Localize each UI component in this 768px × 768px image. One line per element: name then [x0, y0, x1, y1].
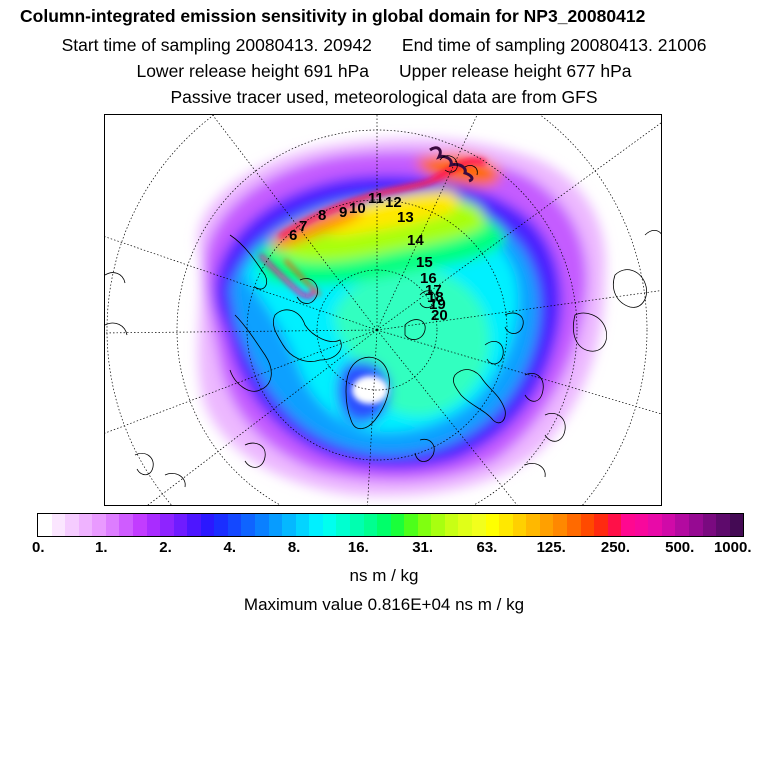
colorbar-tick-label: 1.	[95, 539, 108, 556]
colorbar-tick-label: 31.	[412, 539, 434, 556]
colorbar-cell	[702, 514, 717, 536]
colorbar-cell	[38, 514, 52, 536]
colorbar-cell	[634, 514, 649, 536]
colorbar-cell	[716, 514, 730, 536]
colorbar-cell	[661, 514, 676, 536]
track-label: 17	[425, 282, 442, 299]
units-label: ns m / kg	[349, 566, 419, 585]
sampling-times: Start time of sampling 20080413. 20942 En…	[0, 35, 768, 56]
track-label: 10	[349, 200, 366, 217]
colorbar-cell	[119, 514, 133, 536]
colorbar-cell	[173, 514, 188, 536]
colorbar-cell	[512, 514, 527, 536]
colorbar-tick-label: 2.	[159, 539, 172, 556]
colorbar-tick-label: 8.	[287, 539, 301, 556]
track-label: 11	[368, 190, 384, 207]
release-heights: Lower release height 691 hPa Upper releas…	[0, 61, 768, 82]
colorbar-tick-label: 1000.	[713, 539, 752, 556]
colorbar-cell	[349, 514, 364, 536]
track-label: 16	[420, 270, 437, 287]
colorbar-cell	[200, 514, 215, 536]
lower-release-label: Lower release height 691 hPa	[136, 61, 369, 81]
colorbar-cell	[675, 514, 689, 536]
colorbar-cell	[417, 514, 432, 536]
colorbar-cell	[309, 514, 323, 536]
colorbar-tick-label: 500.	[665, 539, 695, 556]
colorbar-cell	[444, 514, 459, 536]
colorbar-cell	[51, 514, 66, 536]
end-time-label: End time of sampling 20080413. 21006	[401, 35, 707, 55]
colorbar-cell	[336, 514, 350, 536]
track-label: 6	[289, 227, 297, 244]
colorbar-cell	[729, 514, 744, 536]
colorbar-cell	[607, 514, 622, 536]
colorbar-cell	[160, 514, 174, 536]
colorbar-tick-label: 0.	[31, 539, 45, 556]
max-value-text: Maximum value 0.816E+04 ns m / kg	[243, 595, 525, 614]
colorbar-cell	[526, 514, 540, 536]
colorbar-cell	[78, 514, 93, 536]
colorbar-cell	[499, 514, 513, 536]
colorbar-cell	[404, 514, 418, 536]
track-label: 19	[429, 296, 446, 313]
colorbar-tick-label: 16.	[347, 539, 369, 556]
colorbar-cell	[621, 514, 635, 536]
colorbar-cell	[132, 514, 147, 536]
colorbar-cell	[566, 514, 581, 536]
start-time-label: Start time of sampling 20080413. 20942	[61, 35, 372, 55]
track-label: 14	[407, 232, 424, 249]
colorbar-cell	[255, 514, 269, 536]
colorbar-tick-label: 250.	[600, 539, 631, 556]
track-label: 7	[299, 218, 307, 235]
colorbar-cell	[187, 514, 201, 536]
track-label: 8	[318, 207, 326, 224]
colorbar-cell	[92, 514, 106, 536]
upper-release-label: Upper release height 677 hPa	[399, 61, 632, 81]
colorbar-cell	[241, 514, 255, 536]
track-label: 12	[385, 194, 402, 211]
track-label: 20	[431, 307, 448, 324]
colorbar-cell	[295, 514, 310, 536]
track-label: 18	[427, 289, 444, 306]
colorbar-tick-label: 63.	[476, 539, 498, 556]
colorbar-cell	[282, 514, 296, 536]
colorbar-cell	[105, 514, 120, 536]
colorbar-cell	[472, 514, 486, 536]
colorbar-cell	[553, 514, 567, 536]
colorbar-cell	[214, 514, 228, 536]
colorbar-cell	[539, 514, 554, 536]
map-panel: 6 7 8 9 10 11 12 13 14 15 16 17 18 19 20	[104, 114, 662, 506]
track-label: 13	[397, 209, 414, 226]
figure-title: Column-integrated emission sensitivity i…	[20, 6, 646, 26]
coastlines	[105, 155, 661, 488]
track-label: 9	[339, 204, 347, 221]
colorbar-cell	[268, 514, 283, 536]
colorbar-tick-label: 125.	[536, 539, 566, 556]
colorbar-cell	[580, 514, 595, 536]
max-value-label: Maximum value 0.816E+04 ns m / kg	[0, 595, 768, 615]
colorbar-cell	[458, 514, 472, 536]
sensitivity-field	[197, 138, 606, 496]
colorbar-cell	[322, 514, 337, 536]
colorbar-cell	[648, 514, 662, 536]
colorbar-cell	[65, 514, 79, 536]
colorbar-cell	[377, 514, 391, 536]
track-labels: 6 7 8 9 10 11 12 13 14 15 16 17 18 19 20	[289, 190, 448, 324]
colorbar-cell	[227, 514, 242, 536]
colorbar-cell	[689, 514, 703, 536]
colorbar-cell	[146, 514, 161, 536]
colorbar-cell	[390, 514, 405, 536]
colorbar-tick-label: 4.	[223, 539, 237, 556]
sensitivity-map: 6 7 8 9 10 11 12 13 14 15 16 17 18 19 20	[105, 115, 661, 505]
colorbar	[37, 513, 744, 537]
colorbar-cell	[363, 514, 378, 536]
colorbar-cell	[485, 514, 500, 536]
tracer-note: Passive tracer used, meteorological data…	[170, 87, 598, 107]
track-label: 15	[416, 254, 433, 271]
colorbar-cell	[431, 514, 445, 536]
colorbar-cell	[594, 514, 608, 536]
